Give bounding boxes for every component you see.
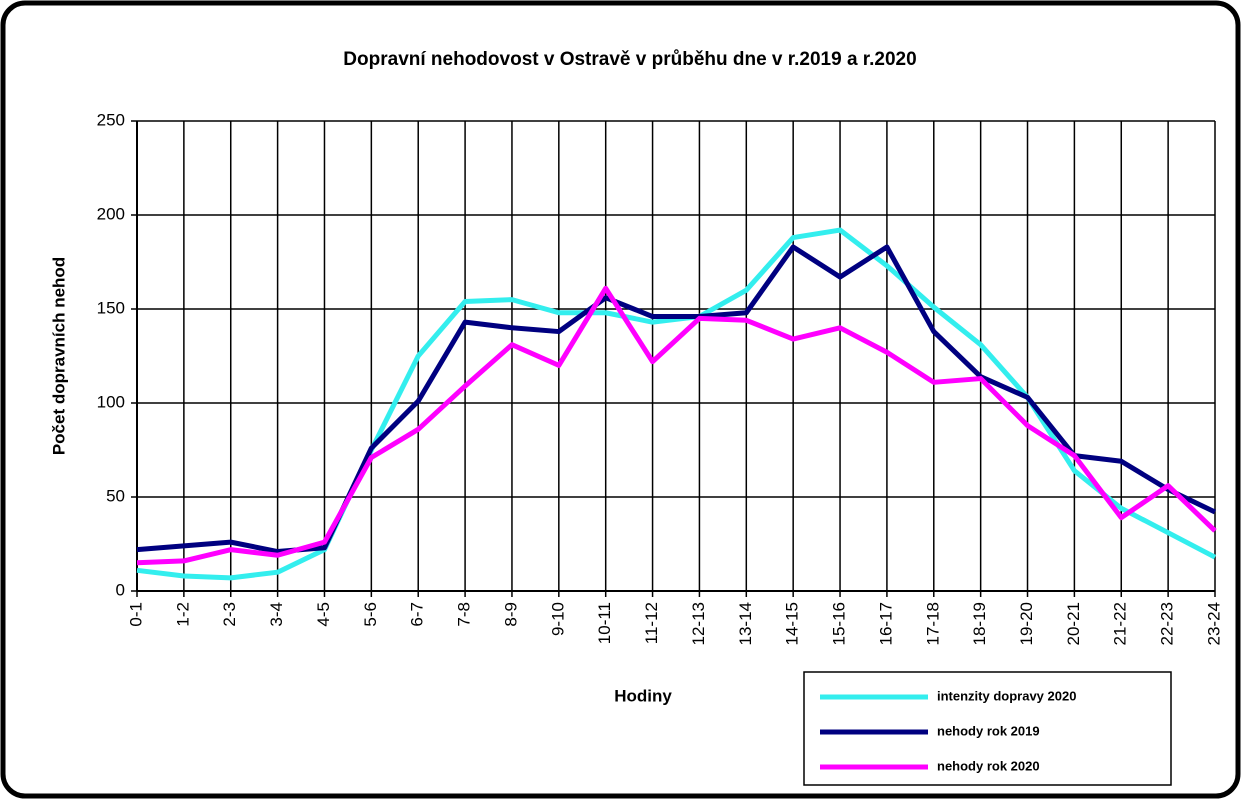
x-tick-label: 18-19 bbox=[970, 602, 989, 645]
x-tick-label: 1-2 bbox=[173, 602, 192, 627]
x-tick-label: 23-24 bbox=[1204, 602, 1223, 645]
x-tick-label: 4-5 bbox=[314, 602, 333, 627]
chart-title: Dopravní nehodovost v Ostravě v průběhu … bbox=[343, 49, 916, 70]
x-tick-label: 2-3 bbox=[220, 602, 239, 627]
x-tick-label: 6-7 bbox=[408, 602, 427, 627]
x-tick-label: 15-16 bbox=[830, 602, 849, 645]
x-tick-label: 13-14 bbox=[736, 602, 755, 645]
x-tick-label: 9-10 bbox=[548, 602, 567, 636]
x-tick-label: 20-21 bbox=[1064, 602, 1083, 645]
x-tick-label: 7-8 bbox=[455, 602, 474, 627]
x-tick-label: 22-23 bbox=[1158, 602, 1177, 645]
legend-label: nehody rok 2019 bbox=[937, 723, 1040, 738]
x-tick-label: 16-17 bbox=[876, 602, 895, 645]
y-tick-label: 150 bbox=[97, 298, 125, 317]
x-tick-label: 12-13 bbox=[689, 602, 708, 645]
y-tick-label: 250 bbox=[97, 110, 125, 129]
x-tick-label: 0-1 bbox=[126, 602, 145, 627]
legend-label: intenzity dopravy 2020 bbox=[937, 688, 1076, 703]
series-line bbox=[136, 285, 1217, 566]
x-tick-label: 17-18 bbox=[923, 602, 942, 645]
x-tick-label: 5-6 bbox=[361, 602, 380, 627]
x-tick-label: 19-20 bbox=[1017, 602, 1036, 645]
x-axis-label: Hodiny bbox=[614, 686, 672, 705]
legend-label: nehody rok 2020 bbox=[937, 758, 1040, 773]
x-tick-label: 8-9 bbox=[501, 602, 520, 627]
x-tick-label: 14-15 bbox=[783, 602, 802, 645]
y-tick-label: 50 bbox=[106, 486, 125, 505]
x-tick-label: 10-11 bbox=[595, 602, 614, 644]
x-tick-label: 11-12 bbox=[642, 602, 661, 644]
y-axis-label: Počet dopravních nehod bbox=[49, 257, 68, 455]
y-tick-label: 100 bbox=[97, 392, 125, 411]
x-tick-label: 3-4 bbox=[267, 602, 286, 627]
y-tick-label: 200 bbox=[97, 204, 125, 223]
x-tick-label: 21-22 bbox=[1111, 602, 1130, 645]
y-tick-label: 0 bbox=[116, 580, 125, 599]
series-line bbox=[136, 244, 1217, 555]
